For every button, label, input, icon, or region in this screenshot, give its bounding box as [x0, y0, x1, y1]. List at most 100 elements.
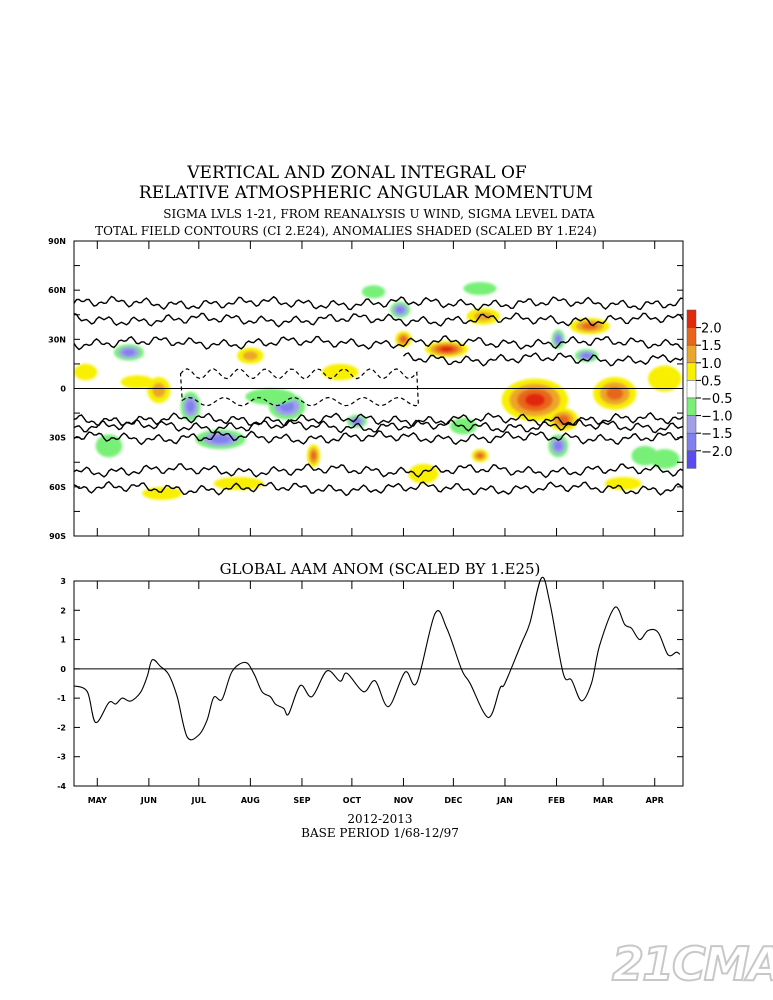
aam-data-point [108, 702, 110, 703]
y-tick-label: 2 [60, 606, 66, 615]
lat-label: 60S [49, 483, 66, 492]
contour-line [74, 312, 683, 328]
colorbar-label: −1.0 [701, 410, 733, 425]
aam-data-point [274, 703, 276, 705]
aam-data-point [591, 682, 592, 684]
aam-data-point [624, 624, 626, 626]
title-line-3: SIGMA LVLS 1-21, FROM REANALYSIS U WIND,… [163, 207, 595, 221]
aam-data-point [121, 697, 123, 699]
aam-data-point [130, 700, 131, 702]
aam-data-point [499, 687, 501, 689]
anomaly-shade [631, 445, 659, 466]
anomaly-shading [74, 281, 682, 500]
aam-data-point [581, 700, 582, 702]
x-tick-label: AUG [241, 796, 260, 805]
anomaly-feature [390, 301, 411, 319]
anomaly-shade [321, 363, 359, 381]
aam-data-point [521, 642, 522, 644]
anomaly-shade [210, 435, 231, 444]
anomaly-shade [186, 400, 195, 413]
anomaly-feature [648, 365, 682, 392]
aam-data-point [146, 676, 148, 677]
lat-label: 30S [49, 434, 66, 443]
anomaly-shade [279, 401, 295, 412]
anomaly-shade [581, 353, 592, 359]
aam-data-point [388, 706, 389, 708]
anomaly-feature [95, 434, 123, 458]
anomaly-shade [400, 336, 407, 343]
title-line-4: TOTAL FIELD CONTOURS (CI 2.E24), ANOMALI… [95, 224, 597, 238]
x-tick-label: MAY [88, 796, 107, 805]
lat-label: 0 [60, 385, 66, 394]
anomaly-feature [361, 285, 386, 299]
anomaly-feature [425, 340, 469, 358]
y-tick-label: -1 [57, 694, 66, 703]
anomaly-feature [408, 463, 439, 484]
anomaly-feature [569, 318, 610, 335]
y-tick-label: -4 [57, 782, 66, 791]
aam-data-point [679, 653, 681, 655]
lat-label: 90N [48, 237, 66, 246]
anomaly-feature [604, 477, 642, 491]
title-line-2: RELATIVE ATMOSPHERIC ANGULAR MOMENTUM [139, 183, 593, 203]
anomaly-feature [120, 375, 154, 389]
colorbar-label: 1.5 [701, 339, 722, 354]
x-tick-label: DEC [444, 796, 462, 805]
colorbar-swatch [686, 327, 697, 346]
anomaly-shade [213, 477, 264, 491]
aam-data-point [244, 662, 246, 663]
aam-data-point [86, 691, 88, 693]
x-tick-label: APR [646, 796, 664, 805]
colorbar-label: −2.0 [701, 445, 733, 460]
contour-line [74, 412, 683, 427]
x-tick-label: JUN [140, 796, 157, 805]
base-period-note: BASE PERIOD 1/68-12/97 [301, 826, 459, 840]
anomaly-shade [557, 415, 570, 425]
lat-label: 30N [48, 335, 66, 344]
colorbar-swatch [686, 344, 697, 364]
y-tick-label: -3 [57, 753, 66, 762]
anomaly-feature [466, 308, 500, 325]
y-tick-label: -2 [57, 723, 66, 732]
watermark-logo: 21CMA [612, 937, 773, 991]
anomaly-shade [408, 463, 439, 484]
colorbar-swatch [686, 432, 697, 452]
aam-data-point [168, 674, 170, 676]
anomaly-shade [245, 388, 296, 405]
aam-data-point [115, 703, 116, 705]
colorbar-swatch [686, 380, 697, 399]
aam-data-point [160, 666, 161, 667]
anomaly-shade [524, 393, 545, 407]
anomaly-feature [631, 445, 659, 466]
aam-data-point [151, 659, 153, 661]
anomaly-feature [195, 429, 246, 450]
aam-data-point [221, 698, 223, 700]
aam-data-point [346, 672, 348, 674]
anomaly-shade [123, 349, 135, 356]
aam-anomaly-series-line [73, 576, 681, 741]
colorbar-label: 0.5 [701, 374, 722, 389]
aam-data-point [299, 685, 301, 686]
aam-data-point [95, 722, 97, 723]
aam-data-point [571, 679, 572, 681]
anomaly-feature [593, 377, 637, 410]
anomaly-shade [74, 363, 98, 381]
total-field-contours [74, 295, 683, 497]
anomaly-feature [306, 444, 321, 468]
colorbar-swatch [686, 309, 697, 328]
line-chart-axes: 3 2 1 0 -1 -2 -3 -4 MAY JUN JUL AUG SEP OCT NOV DEC JAN F… [57, 576, 684, 805]
anomaly-feature [213, 477, 264, 491]
anomaly-shade [396, 306, 405, 314]
colorbar-label: −1.5 [701, 427, 733, 442]
aam-data-point [614, 606, 616, 608]
x-tick-label: NOV [394, 796, 414, 805]
colorbar-swatch [686, 362, 697, 381]
anomaly-feature [548, 434, 569, 458]
aam-data-point [461, 669, 463, 671]
colorbar-swatch [686, 415, 697, 434]
aam-data-point [446, 627, 448, 629]
contour-line [74, 463, 683, 479]
anomaly-feature [463, 281, 497, 296]
